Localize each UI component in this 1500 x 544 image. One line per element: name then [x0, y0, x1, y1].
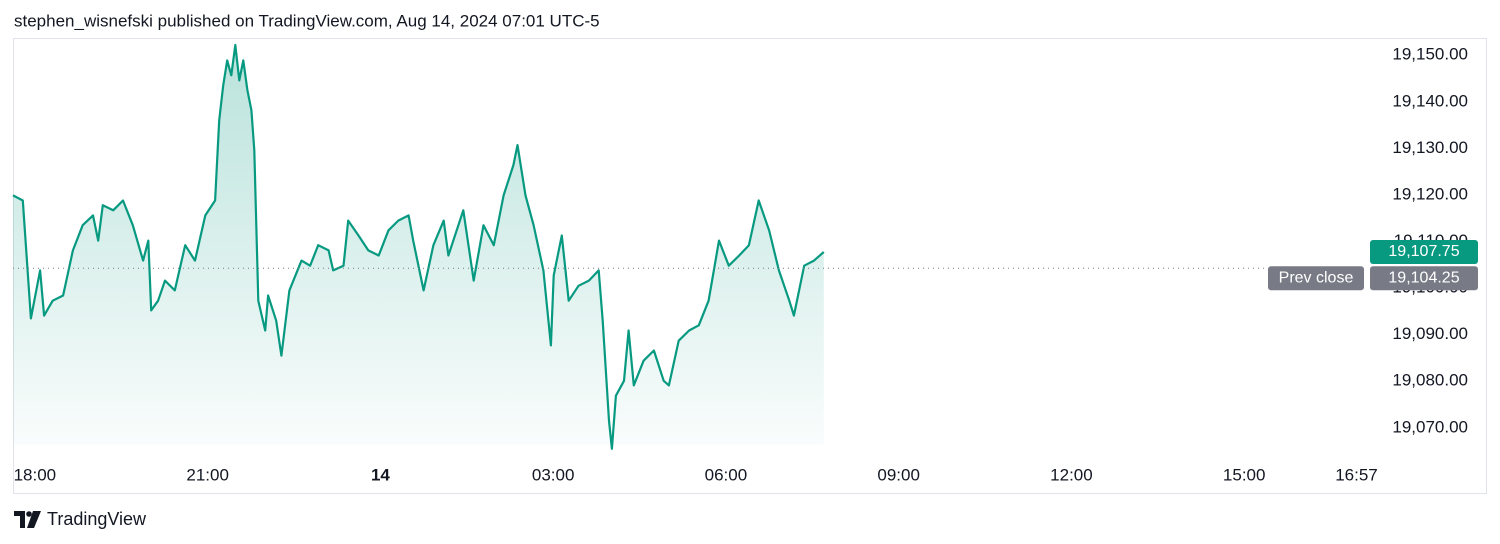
last-price-box — [1370, 239, 1478, 264]
x-tick-label: 16:57 — [1335, 465, 1378, 484]
x-tick-label: 15:00 — [1223, 465, 1266, 484]
area-fill — [13, 45, 824, 449]
x-tick-label: 03:00 — [532, 465, 575, 484]
prev-close-name: Prev close — [1279, 270, 1354, 287]
x-tick-label: 14 — [371, 465, 390, 484]
y-tick-label: 19,080.00 — [1392, 371, 1468, 390]
byline: stephen_wisnefski published on TradingVi… — [14, 11, 600, 30]
logo — [14, 511, 41, 528]
y-tick-label: 19,130.00 — [1392, 138, 1468, 157]
y-tick-label: 19,090.00 — [1392, 324, 1468, 343]
x-tick-label: 09:00 — [877, 465, 920, 484]
x-tick-label: 06:00 — [705, 465, 748, 484]
x-tick-label: 21:00 — [186, 465, 229, 484]
x-tick-label: 12:00 — [1050, 465, 1093, 484]
x-tick-label: 18:00 — [14, 465, 57, 484]
brand: TradingView — [47, 509, 147, 529]
y-tick-label: 19,140.00 — [1392, 91, 1468, 110]
prev-close-tag — [1268, 266, 1364, 291]
plot: 19,070.0019,080.0019,090.0019,100.0019,1… — [12, 43, 1478, 484]
prev-close-label: 19,104.25 — [1388, 270, 1459, 287]
prev-close-box — [1370, 266, 1478, 291]
last-price-label: 19,107.75 — [1388, 243, 1459, 260]
y-tick-label: 19,150.00 — [1392, 45, 1468, 64]
price-line — [12, 43, 825, 450]
y-tick-label: 19,120.00 — [1392, 184, 1468, 203]
y-tick-label: 19,070.00 — [1392, 417, 1468, 436]
